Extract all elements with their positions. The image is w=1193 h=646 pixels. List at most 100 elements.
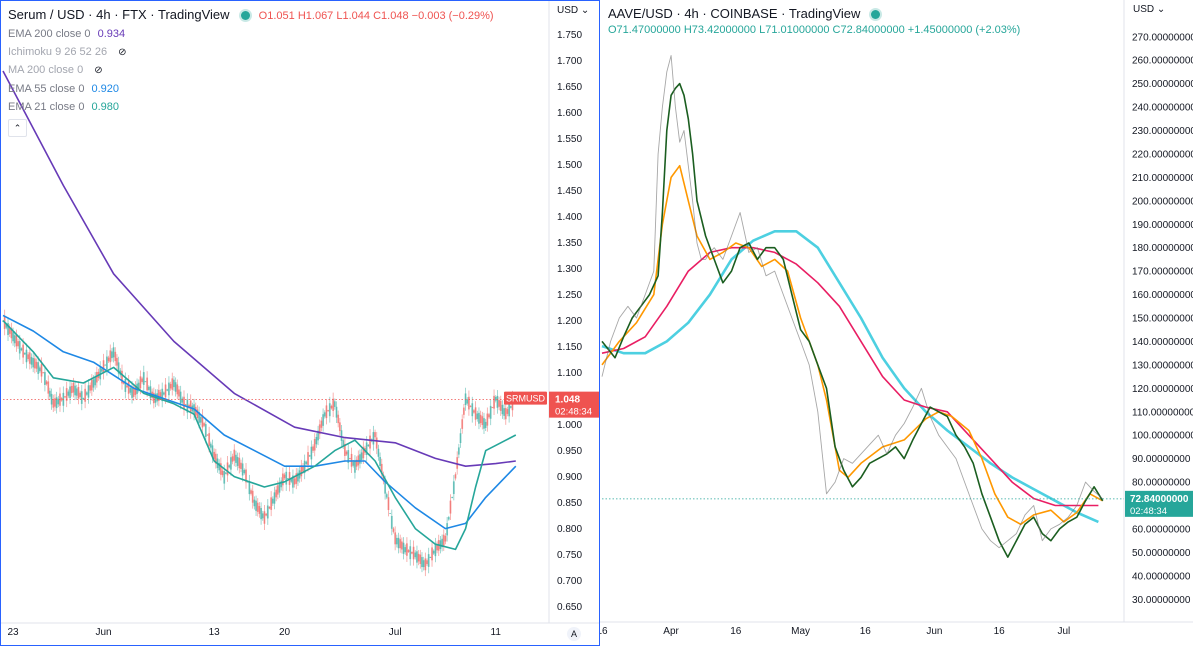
price-candle: [429, 556, 432, 558]
serum-symbol-title[interactable]: Serum / USD · 4h · FTX · TradingView: [8, 7, 230, 22]
price-candle: [372, 432, 375, 445]
price-candle: [142, 372, 145, 385]
price-candle: [318, 424, 321, 435]
price-candle: [250, 490, 252, 494]
collapse-legend-button[interactable]: ⌃: [8, 119, 27, 137]
price-candle: [312, 446, 314, 451]
series-line-ema-200-close-0: [2, 70, 516, 468]
price-candle: [50, 393, 53, 405]
price-tick-label: 1.000: [557, 420, 582, 431]
price-candle: [354, 460, 356, 473]
price-tick-label: 220.00000000: [1132, 149, 1193, 160]
time-tick-label: 20: [279, 627, 291, 638]
price-candle: [441, 538, 443, 548]
price-tick-label: 1.200: [557, 316, 582, 327]
price-candle: [206, 434, 209, 436]
price-candle: [55, 397, 58, 409]
price-candle: [379, 456, 381, 467]
price-candle: [494, 396, 497, 401]
price-candle: [27, 354, 30, 360]
price-candle: [345, 451, 348, 455]
price-tick-label: 0.750: [557, 550, 582, 561]
price-candle: [343, 443, 346, 457]
price-tag-value: 72.84000000: [1130, 494, 1189, 505]
price-candle: [412, 546, 415, 560]
price-candle: [221, 470, 224, 476]
price-candle: [70, 385, 73, 394]
price-candle: [300, 465, 303, 477]
price-candle: [332, 398, 335, 411]
price-candle: [231, 456, 234, 462]
price-candle: [417, 553, 420, 562]
price-candle: [384, 481, 387, 494]
aave-symbol-title[interactable]: AAVE/USD · 4h · COINBASE · TradingView: [608, 6, 861, 21]
hidden-eye-icon[interactable]: ⊘: [94, 65, 103, 76]
price-candle: [248, 481, 251, 495]
indicator-ema55[interactable]: EMA 55 close 0 0.920: [8, 83, 119, 95]
price-tick-label: 1.100: [557, 368, 582, 379]
price-candle: [432, 550, 435, 554]
price-candle: [446, 523, 449, 536]
indicator-value: 0.920: [91, 83, 120, 95]
price-candle: [295, 473, 298, 484]
price-tick-label: 230.00000000: [1132, 126, 1193, 137]
price-candle: [124, 378, 127, 392]
price-candle: [5, 324, 8, 328]
price-candle: [164, 384, 167, 398]
auto-scale-button[interactable]: A: [567, 627, 581, 641]
price-candle: [395, 537, 398, 545]
indicator-label: EMA 21 close 0: [8, 101, 85, 113]
price-candle: [349, 458, 351, 460]
indicator-ma200[interactable]: MA 200 close 0 ⊘: [8, 64, 103, 76]
price-candle: [230, 457, 232, 470]
price-candle: [80, 391, 83, 404]
price-candle: [209, 443, 212, 448]
indicator-ichimoku[interactable]: Ichimoku 9 26 52 26 ⊘: [8, 46, 127, 58]
price-candle: [362, 446, 365, 459]
price-tick-label: 60.00000000: [1132, 524, 1191, 535]
indicator-ema200[interactable]: EMA 200 close 0 0.934: [8, 28, 125, 40]
serum-chart-pane[interactable]: 1.750 1.700 1.650 1.600 1.550 1.500 1.450 1.400…: [0, 0, 600, 646]
price-candle: [347, 450, 350, 463]
price-tick-label: 1.700: [557, 56, 582, 67]
price-candle: [144, 381, 147, 383]
price-candle: [162, 392, 165, 395]
price-candle: [340, 430, 343, 441]
price-candle: [183, 396, 185, 410]
price-candle: [325, 405, 328, 419]
price-candle: [168, 382, 170, 396]
indicator-ema21[interactable]: EMA 21 close 0 0.980: [8, 101, 119, 113]
price-candle: [491, 407, 494, 409]
time-tick-label: 16: [994, 626, 1006, 637]
series-line-ema-200-red-: [601, 246, 1099, 507]
price-candle: [13, 335, 16, 344]
price-candle: [375, 437, 378, 449]
price-candle: [214, 453, 217, 464]
price-candle: [374, 432, 376, 438]
price-candle: [307, 452, 309, 466]
price-candle: [328, 403, 331, 417]
price-candle: [139, 376, 142, 389]
price-candle: [409, 546, 412, 560]
price-candle: [112, 347, 115, 358]
price-candle: [478, 412, 480, 424]
price-candle: [211, 445, 214, 458]
price-candle: [7, 323, 9, 336]
price-candle: [268, 506, 271, 509]
hidden-eye-icon[interactable]: ⊘: [118, 47, 127, 58]
serum-chart-canvas[interactable]: 1.750 1.700 1.650 1.600 1.550 1.500 1.450 1.400…: [1, 1, 599, 645]
price-candle: [74, 385, 76, 396]
aave-chart-canvas[interactable]: 270.00000000 260.00000000 250.00000000 240.…: [600, 0, 1193, 646]
price-tick-label: 1.150: [557, 342, 582, 353]
serum-close: C1.048: [373, 10, 409, 22]
price-candle: [471, 403, 474, 417]
price-candle: [126, 385, 128, 388]
price-candle: [313, 439, 316, 451]
aave-currency-label[interactable]: USD ⌄: [1133, 4, 1166, 15]
price-tick-label: 240.00000000: [1132, 103, 1193, 114]
time-tick-label: Jul: [389, 627, 402, 638]
aave-chart-pane[interactable]: 270.00000000 260.00000000 250.00000000 240.…: [600, 0, 1193, 646]
price-candle: [65, 388, 68, 401]
serum-currency-label[interactable]: USD ⌄: [557, 5, 590, 16]
indicator-value: 0.934: [97, 28, 126, 40]
